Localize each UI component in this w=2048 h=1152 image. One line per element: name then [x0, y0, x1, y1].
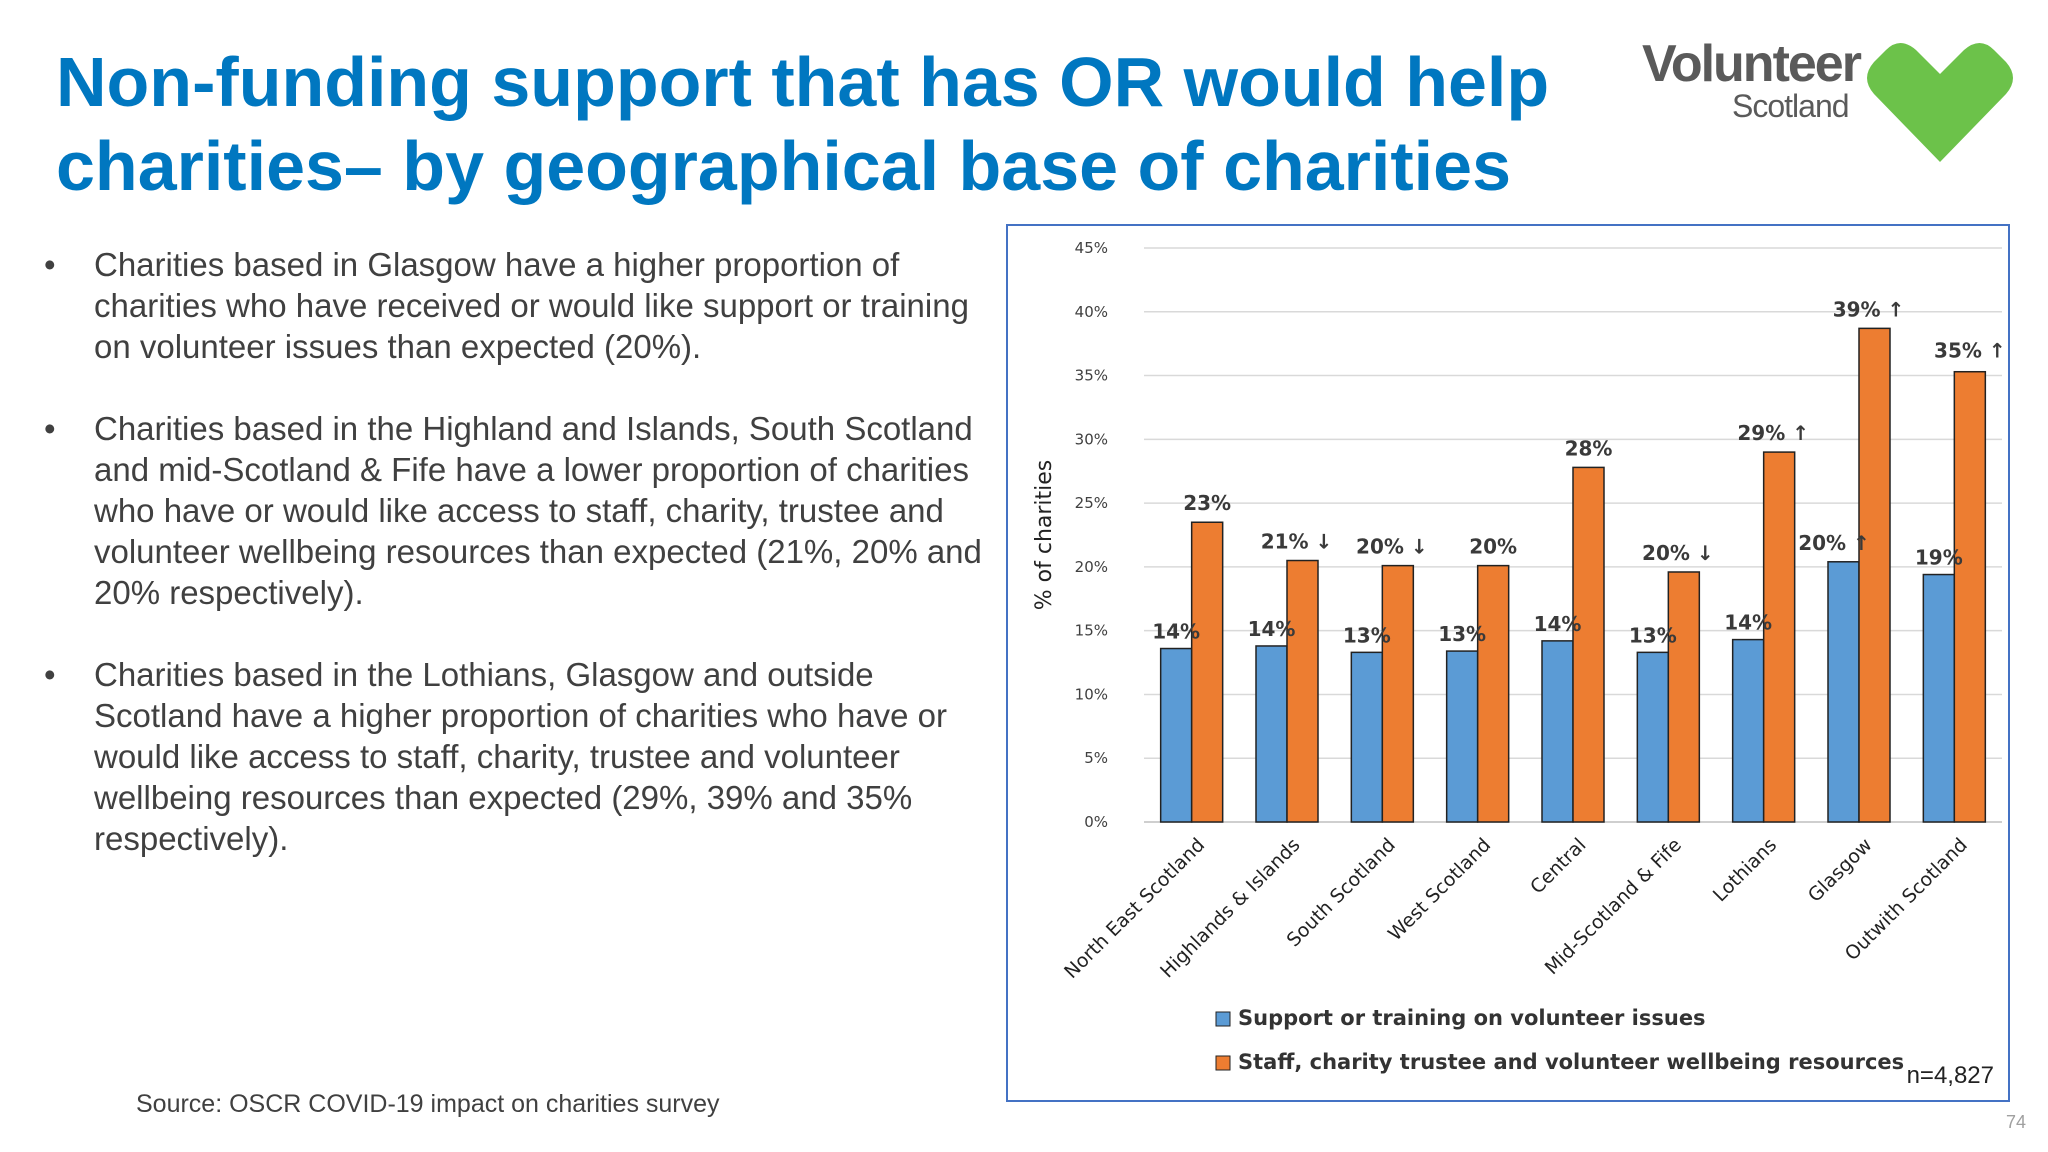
bar-series1	[1159, 647, 1193, 823]
data-label-series1: 14%	[1248, 617, 1296, 641]
logo-text-main: Volunteer	[1642, 35, 1862, 93]
data-label-series1: 13%	[1438, 622, 1486, 646]
bullet-dot-icon: •	[44, 410, 56, 447]
logo-text-sub: Scotland	[1732, 88, 1850, 124]
bar-series2	[1953, 370, 1987, 823]
data-label-series2: 21% ↓	[1261, 530, 1333, 554]
bullet-dot-icon: •	[44, 656, 56, 693]
y-tick-label: 40%	[1075, 303, 1108, 321]
x-tick-label: West Scotland	[1384, 834, 1495, 945]
x-tick-label: Lothians	[1709, 834, 1781, 906]
bar-series2	[1762, 451, 1796, 823]
bullet-item: • Charities based in the Highland and Isl…	[40, 408, 990, 613]
slide-title-line-1: Non-funding support that has OR would he…	[56, 43, 1550, 121]
bar-series1	[1350, 651, 1384, 823]
data-label-series1: 13%	[1343, 623, 1391, 647]
y-tick-label: 10%	[1075, 685, 1108, 703]
bullet-list: • Charities based in Glasgow have a highe…	[40, 244, 990, 900]
bar-series2	[1476, 564, 1510, 823]
bar-series1	[1445, 650, 1479, 823]
x-tick-label: Central	[1526, 834, 1590, 898]
bar-series1	[1541, 640, 1574, 823]
data-label-series1: 14%	[1534, 612, 1582, 636]
bar-series2	[1572, 466, 1605, 823]
bar-series1	[1731, 638, 1765, 823]
data-label-series1: 19%	[1915, 546, 1963, 570]
data-label-series2: 29% ↑	[1737, 421, 1809, 445]
data-label-series1: 20% ↑	[1798, 531, 1870, 555]
data-label-series1: 14%	[1152, 620, 1200, 644]
data-label-series2: 39% ↑	[1833, 297, 1905, 321]
y-tick-label: 35%	[1075, 367, 1108, 385]
bar-series2	[1858, 327, 1891, 823]
legend-swatch-series1	[1215, 1011, 1231, 1027]
data-label-series2: 23%	[1183, 491, 1231, 515]
bar-series1	[1255, 645, 1288, 823]
legend-label-series1: Support or training on volunteer issues	[1238, 1006, 1706, 1030]
bullet-item: • Charities based in the Lothians, Glasgo…	[40, 654, 990, 859]
data-label-series1: 14%	[1724, 611, 1772, 635]
data-label-series1: 13%	[1629, 623, 1677, 647]
y-tick-label: 15%	[1075, 622, 1108, 640]
y-tick-label: 5%	[1084, 749, 1108, 767]
data-label-series2: 35% ↑	[1934, 339, 2006, 363]
data-label-series2: 20%	[1469, 535, 1517, 559]
data-label-series2: 20% ↓	[1642, 541, 1714, 565]
y-tick-label: 30%	[1075, 430, 1108, 448]
slide-title: Non-funding support that has OR would he…	[56, 40, 1556, 208]
x-tick-label: Glasgow	[1804, 834, 1877, 907]
bullet-text: Charities based in Glasgow have a higher…	[94, 246, 969, 365]
legend-label-series2: Staff, charity trustee and volunteer wel…	[1238, 1050, 1904, 1074]
bar-series2	[1667, 571, 1701, 823]
legend-swatch-series2	[1215, 1055, 1231, 1071]
heart-icon	[1867, 43, 2013, 162]
y-tick-label: 45%	[1075, 239, 1108, 257]
bar-series2	[1286, 559, 1319, 823]
page-number: 74	[2006, 1112, 2027, 1132]
bullet-text: Charities based in the Lothians, Glasgow…	[94, 656, 948, 857]
bullet-item: • Charities based in Glasgow have a highe…	[40, 244, 990, 367]
bar-series1	[1636, 651, 1670, 823]
bullet-text: Charities based in the Highland and Isla…	[94, 410, 982, 611]
chart-container: 0% 5% 10% 15% 20% 25% 30% 35% 40% 45% % of chariti…	[1006, 224, 2010, 1102]
bar-series1	[1827, 561, 1860, 823]
slide-title-line-2: charities– by geographical base of chari…	[56, 127, 1511, 205]
y-tick-label: 20%	[1075, 558, 1108, 576]
bullet-dot-icon: •	[44, 246, 56, 283]
sample-size-label: n=4,827	[1906, 1062, 1994, 1089]
y-tick-label: 25%	[1075, 494, 1108, 512]
bar-series2	[1381, 564, 1415, 823]
y-axis-label: % of charities	[1032, 460, 1057, 611]
bar-series2	[1190, 521, 1224, 823]
data-label-series2: 28%	[1565, 436, 1613, 460]
volunteer-scotland-logo: Volunteer Scotland	[1640, 30, 2020, 170]
bar-series1	[1922, 573, 1956, 823]
y-tick-label: 0%	[1084, 813, 1108, 831]
bar-chart: 0% 5% 10% 15% 20% 25% 30% 35% 40% 45% % of chariti…	[1032, 239, 2006, 1074]
source-note: Source: OSCR COVID-19 impact on charitie…	[136, 1090, 720, 1118]
data-label-series2: 20% ↓	[1356, 535, 1428, 559]
